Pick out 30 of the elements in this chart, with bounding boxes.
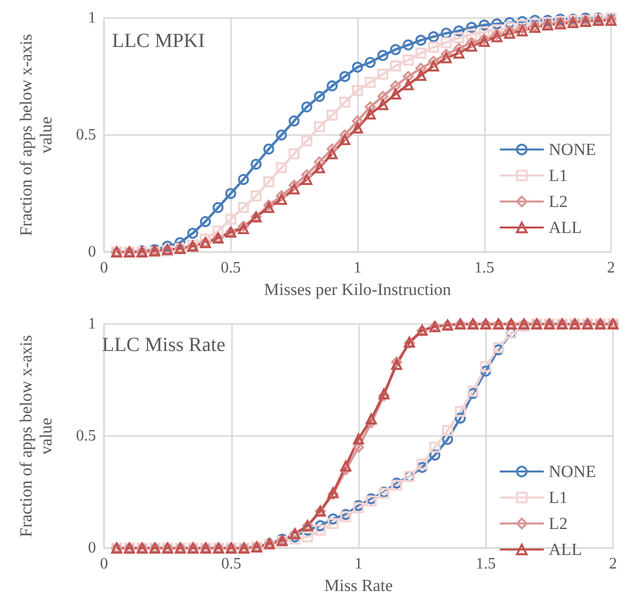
legend-label: L1 (548, 166, 568, 185)
y-tick-label: 0 (88, 540, 96, 557)
legend-label: L1 (548, 488, 568, 507)
y-tick-label: 0 (88, 244, 96, 260)
text: LLC Miss Rate (102, 334, 226, 356)
x-tick-label: 1 (354, 260, 362, 276)
x-tick-label: 0 (100, 260, 108, 276)
x-axis-title: Miss Rate (324, 576, 393, 595)
legend-label: L2 (548, 192, 568, 211)
x-tick-label: 1.5 (474, 260, 494, 276)
text: LLC MPKI (112, 30, 205, 52)
legend-label: NONE (548, 140, 596, 159)
y-tick-label: 1 (88, 316, 96, 332)
x-tick-label: 0 (100, 556, 108, 573)
x-axis-title: Misses per Kilo-Instruction (264, 280, 452, 299)
y-tick-label: 0.5 (76, 126, 96, 144)
y-tick-label: 1 (88, 10, 96, 26)
y-axis-title: Fraction of apps below x-axis value (16, 34, 56, 236)
x-tick-label: 0.5 (220, 260, 241, 276)
x-tick-label: 1 (354, 556, 362, 573)
x-tick-label: 0.5 (221, 556, 242, 573)
legend-label: ALL (548, 218, 582, 237)
legend-label: NONE (548, 462, 596, 481)
legend-label: ALL (548, 540, 582, 559)
x-tick-label: 2 (607, 260, 615, 276)
x-tick-label: 2 (609, 556, 617, 573)
legend-label: L2 (548, 514, 568, 533)
x-tick-label: 1.5 (476, 556, 496, 573)
y-tick-label: 0.5 (76, 428, 96, 445)
y-axis-title: Fraction of apps below x-axis value (16, 335, 56, 538)
